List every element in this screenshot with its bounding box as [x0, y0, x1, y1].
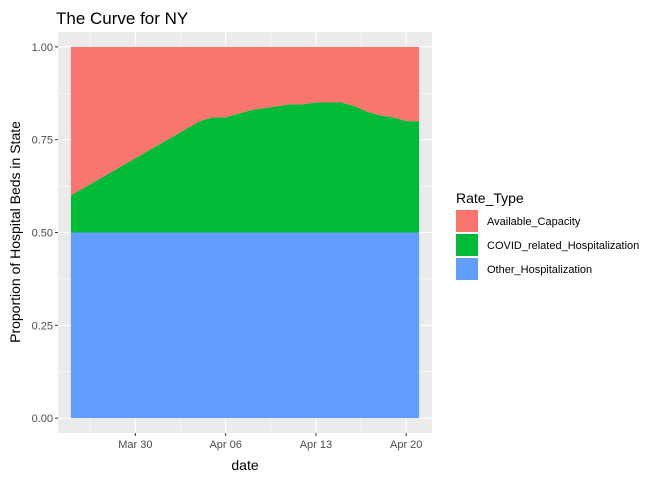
area-covid-related-hospitalization — [70, 102, 420, 233]
legend-key — [456, 258, 478, 280]
area-available-capacity — [70, 46, 420, 196]
legend-key — [456, 234, 478, 256]
area-other-hospitalization — [70, 232, 420, 419]
y-tick-label: 1.00 — [32, 42, 53, 54]
y-tick-label: 0.00 — [32, 413, 53, 425]
x-tick-label: Apr 13 — [300, 439, 332, 451]
chart-title: The Curve for NY — [56, 9, 188, 28]
y-axis-title: Proportion of Hospital Beds in State — [7, 121, 23, 343]
x-tick-label: Mar 30 — [118, 439, 152, 451]
legend-label: Available_Capacity — [487, 216, 581, 228]
x-tick-label: Apr 20 — [390, 439, 422, 451]
legend-key — [456, 210, 478, 232]
y-tick-label: 0.25 — [32, 320, 53, 332]
y-tick-label: 0.50 — [32, 228, 53, 240]
y-axis: 0.00 0.25 0.50 0.75 1.00 — [32, 42, 58, 425]
legend-title: Rate_Type — [456, 190, 524, 206]
x-tick-label: Apr 06 — [209, 439, 241, 451]
stacked-areas — [70, 46, 420, 419]
x-axis-title: date — [231, 457, 258, 473]
legend: Rate_Type Available_Capacity COVID_relate… — [456, 190, 639, 280]
x-axis: Mar 30 Apr 06 Apr 13 Apr 20 — [118, 433, 422, 451]
legend-label: COVID_related_Hospitalization — [487, 240, 639, 252]
y-tick-label: 0.75 — [32, 135, 53, 147]
legend-label: Other_Hospitalization — [487, 264, 592, 276]
legend-entries: Available_Capacity COVID_related_Hospital… — [456, 210, 639, 280]
